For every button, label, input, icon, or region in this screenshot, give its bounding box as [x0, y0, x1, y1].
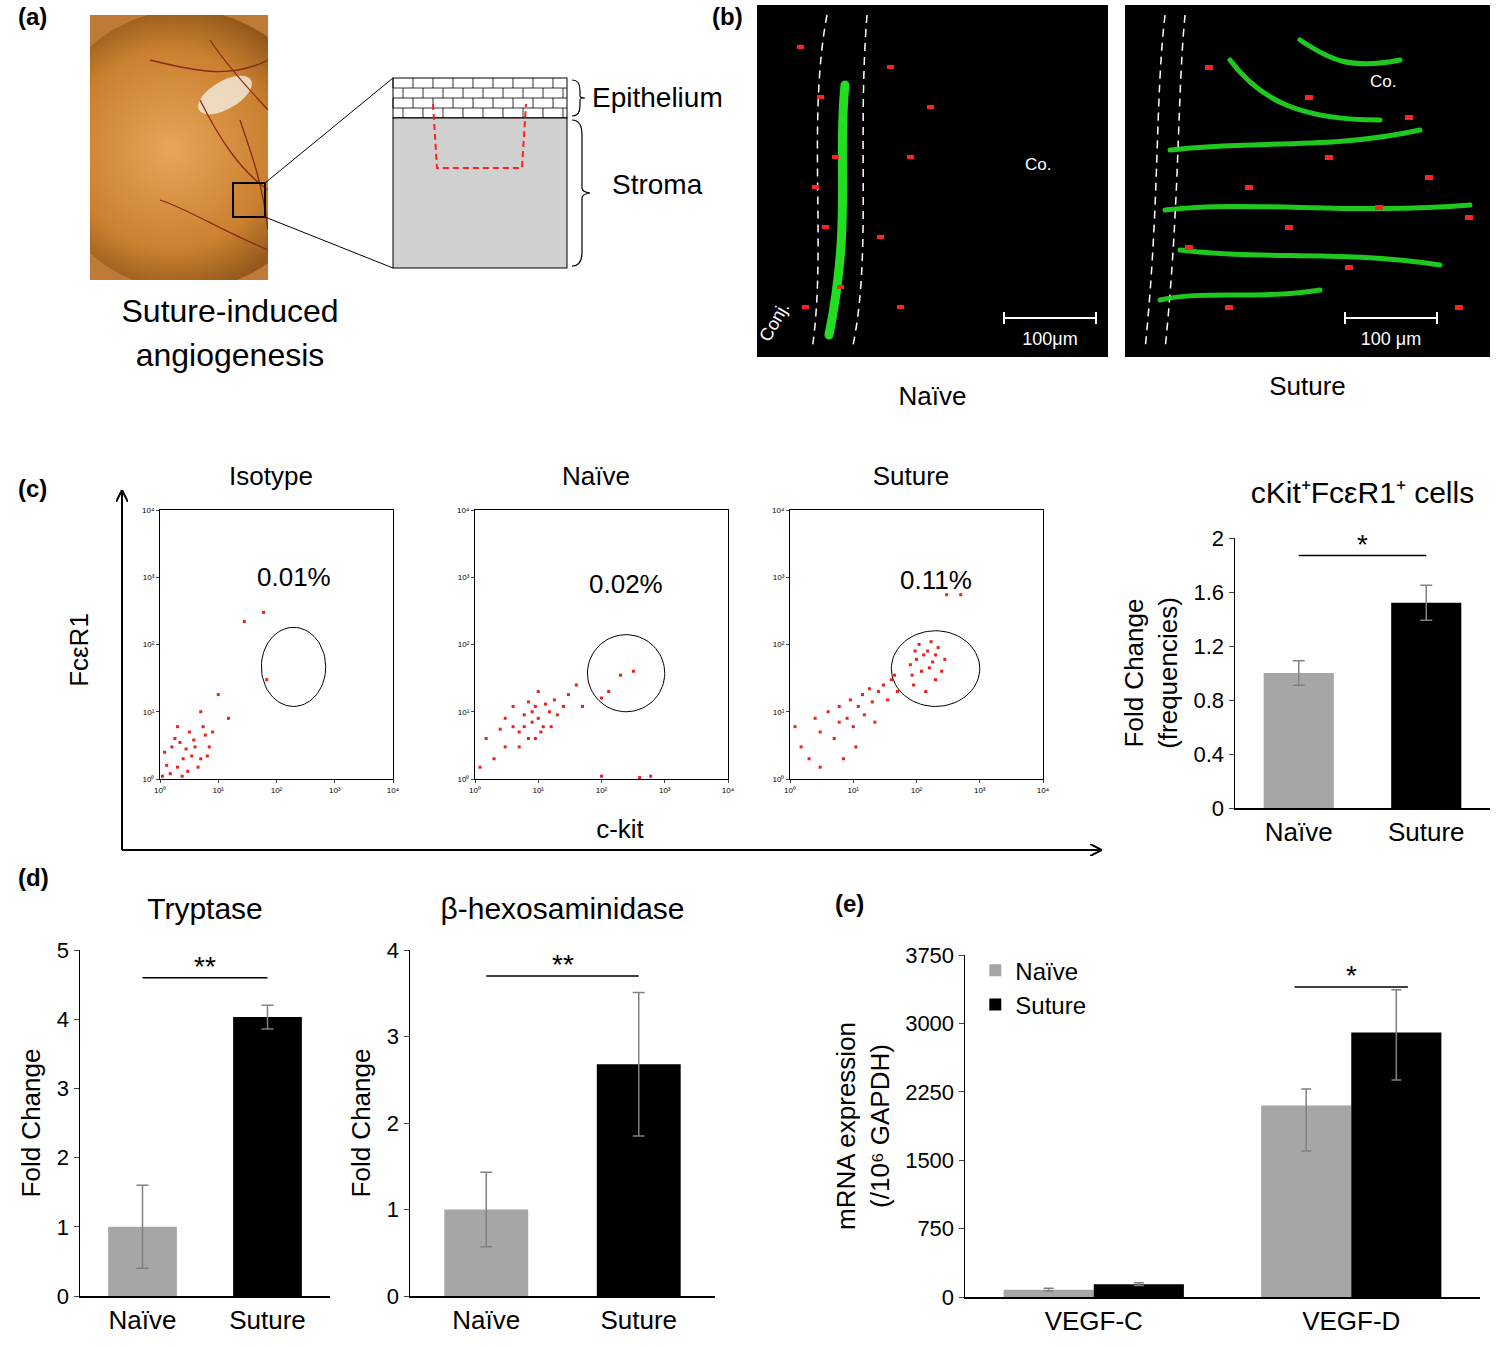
- svg-text:*: *: [1357, 529, 1368, 560]
- svg-text:10¹: 10¹: [847, 786, 859, 795]
- svg-text:10³: 10³: [773, 573, 785, 582]
- svg-text:*: *: [1346, 960, 1357, 991]
- svg-text:10⁰: 10⁰: [142, 775, 154, 784]
- svg-text:Co.: Co.: [1370, 72, 1396, 91]
- svg-text:2250: 2250: [905, 1080, 954, 1105]
- svg-text:10⁰: 10⁰: [469, 786, 481, 795]
- svg-text:10²: 10²: [596, 786, 608, 795]
- svg-text:100 μm: 100 μm: [1361, 329, 1421, 349]
- svg-text:3000: 3000: [905, 1011, 954, 1036]
- svg-text:mRNA expression(/10⁶ GAPDH): mRNA expression(/10⁶ GAPDH): [831, 1022, 895, 1230]
- svg-text:10¹: 10¹: [212, 786, 224, 795]
- svg-text:10¹: 10¹: [773, 708, 785, 717]
- svg-text:10⁰: 10⁰: [154, 786, 166, 795]
- svg-text:10⁴: 10⁴: [722, 786, 735, 795]
- svg-text:5: 5: [57, 938, 69, 963]
- svg-text:**: **: [552, 949, 574, 980]
- svg-text:10³: 10³: [659, 786, 671, 795]
- svg-text:10¹: 10¹: [532, 786, 544, 795]
- svg-text:FcεR1: FcεR1: [64, 613, 94, 687]
- svg-text:Fold Change: Fold Change: [346, 1049, 376, 1198]
- svg-text:Fold Change: Fold Change: [16, 1049, 46, 1198]
- svg-text:1.2: 1.2: [1194, 634, 1225, 659]
- svg-text:10¹: 10¹: [143, 708, 155, 717]
- svg-text:10³: 10³: [329, 786, 341, 795]
- svg-text:4: 4: [387, 938, 399, 963]
- svg-text:10²: 10²: [143, 640, 155, 649]
- svg-text:(c): (c): [18, 475, 47, 502]
- svg-text:1.6: 1.6: [1194, 580, 1225, 605]
- svg-text:**: **: [194, 951, 216, 982]
- svg-text:Tryptase: Tryptase: [147, 892, 263, 925]
- svg-text:Isotype: Isotype: [229, 461, 313, 491]
- svg-text:0: 0: [57, 1284, 69, 1309]
- svg-text:(a): (a): [18, 3, 47, 30]
- svg-text:10⁰: 10⁰: [772, 775, 784, 784]
- svg-text:2: 2: [57, 1145, 69, 1170]
- svg-text:10³: 10³: [143, 573, 155, 582]
- svg-text:(b): (b): [712, 3, 743, 30]
- svg-text:angiogenesis: angiogenesis: [136, 337, 325, 373]
- svg-text:Fold Change(frequencies): Fold Change(frequencies): [1119, 597, 1183, 749]
- svg-text:Epithelium: Epithelium: [592, 82, 723, 113]
- svg-text:10²: 10²: [458, 640, 470, 649]
- svg-text:Suture: Suture: [1388, 817, 1465, 847]
- svg-text:Naïve: Naïve: [1015, 958, 1078, 985]
- svg-text:1500: 1500: [905, 1148, 954, 1173]
- svg-text:VEGF-C: VEGF-C: [1045, 1306, 1143, 1336]
- svg-text:3: 3: [387, 1024, 399, 1049]
- svg-text:0.8: 0.8: [1194, 688, 1225, 713]
- svg-text:c-kit: c-kit: [596, 814, 644, 844]
- svg-text:1: 1: [57, 1215, 69, 1240]
- svg-text:10³: 10³: [974, 786, 986, 795]
- svg-text:100μm: 100μm: [1022, 329, 1077, 349]
- svg-text:VEGF-D: VEGF-D: [1302, 1306, 1400, 1336]
- svg-text:0: 0: [942, 1285, 954, 1310]
- svg-text:0.02%: 0.02%: [589, 569, 663, 599]
- svg-text:2: 2: [387, 1111, 399, 1136]
- svg-text:Conj.: Conj.: [755, 299, 793, 345]
- svg-text:Suture: Suture: [1269, 371, 1346, 401]
- svg-text:2: 2: [1212, 526, 1224, 551]
- svg-text:0.11%: 0.11%: [900, 565, 972, 595]
- svg-text:Naïve: Naïve: [899, 381, 967, 411]
- svg-text:10²: 10²: [773, 640, 785, 649]
- svg-text:10²: 10²: [271, 786, 283, 795]
- svg-text:Suture: Suture: [600, 1305, 677, 1335]
- svg-text:Naïve: Naïve: [109, 1305, 177, 1335]
- svg-text:cKit⁺FcεR1⁺ cells: cKit⁺FcεR1⁺ cells: [1251, 476, 1474, 509]
- svg-text:4: 4: [57, 1007, 69, 1032]
- svg-text:Co.: Co.: [1025, 155, 1051, 174]
- svg-text:(d): (d): [18, 864, 49, 891]
- svg-text:10⁰: 10⁰: [784, 786, 796, 795]
- svg-text:10¹: 10¹: [458, 708, 470, 717]
- svg-text:Stroma: Stroma: [612, 169, 703, 200]
- svg-text:10²: 10²: [911, 786, 923, 795]
- svg-text:750: 750: [917, 1216, 954, 1241]
- svg-text:β-hexosaminidase: β-hexosaminidase: [440, 892, 684, 925]
- svg-text:Suture: Suture: [1015, 992, 1086, 1019]
- svg-text:(e): (e): [835, 890, 864, 917]
- svg-text:1: 1: [387, 1197, 399, 1222]
- svg-text:10⁴: 10⁴: [1037, 786, 1050, 795]
- svg-text:Naïve: Naïve: [562, 461, 630, 491]
- svg-text:0.01%: 0.01%: [257, 562, 331, 592]
- svg-text:10³: 10³: [458, 573, 470, 582]
- svg-text:Suture: Suture: [229, 1305, 306, 1335]
- svg-text:Naïve: Naïve: [452, 1305, 520, 1335]
- svg-text:0: 0: [387, 1284, 399, 1309]
- svg-text:10⁴: 10⁴: [142, 506, 155, 515]
- svg-text:Suture-induced: Suture-induced: [121, 293, 338, 329]
- svg-text:10⁴: 10⁴: [772, 506, 785, 515]
- svg-text:10⁴: 10⁴: [387, 786, 400, 795]
- svg-text:Suture: Suture: [873, 461, 950, 491]
- svg-text:0: 0: [1212, 796, 1224, 821]
- svg-text:0.4: 0.4: [1194, 742, 1225, 767]
- svg-text:Naïve: Naïve: [1265, 817, 1333, 847]
- svg-text:10⁴: 10⁴: [457, 506, 470, 515]
- svg-text:3750: 3750: [905, 943, 954, 968]
- svg-text:3: 3: [57, 1076, 69, 1101]
- svg-text:10⁰: 10⁰: [457, 775, 469, 784]
